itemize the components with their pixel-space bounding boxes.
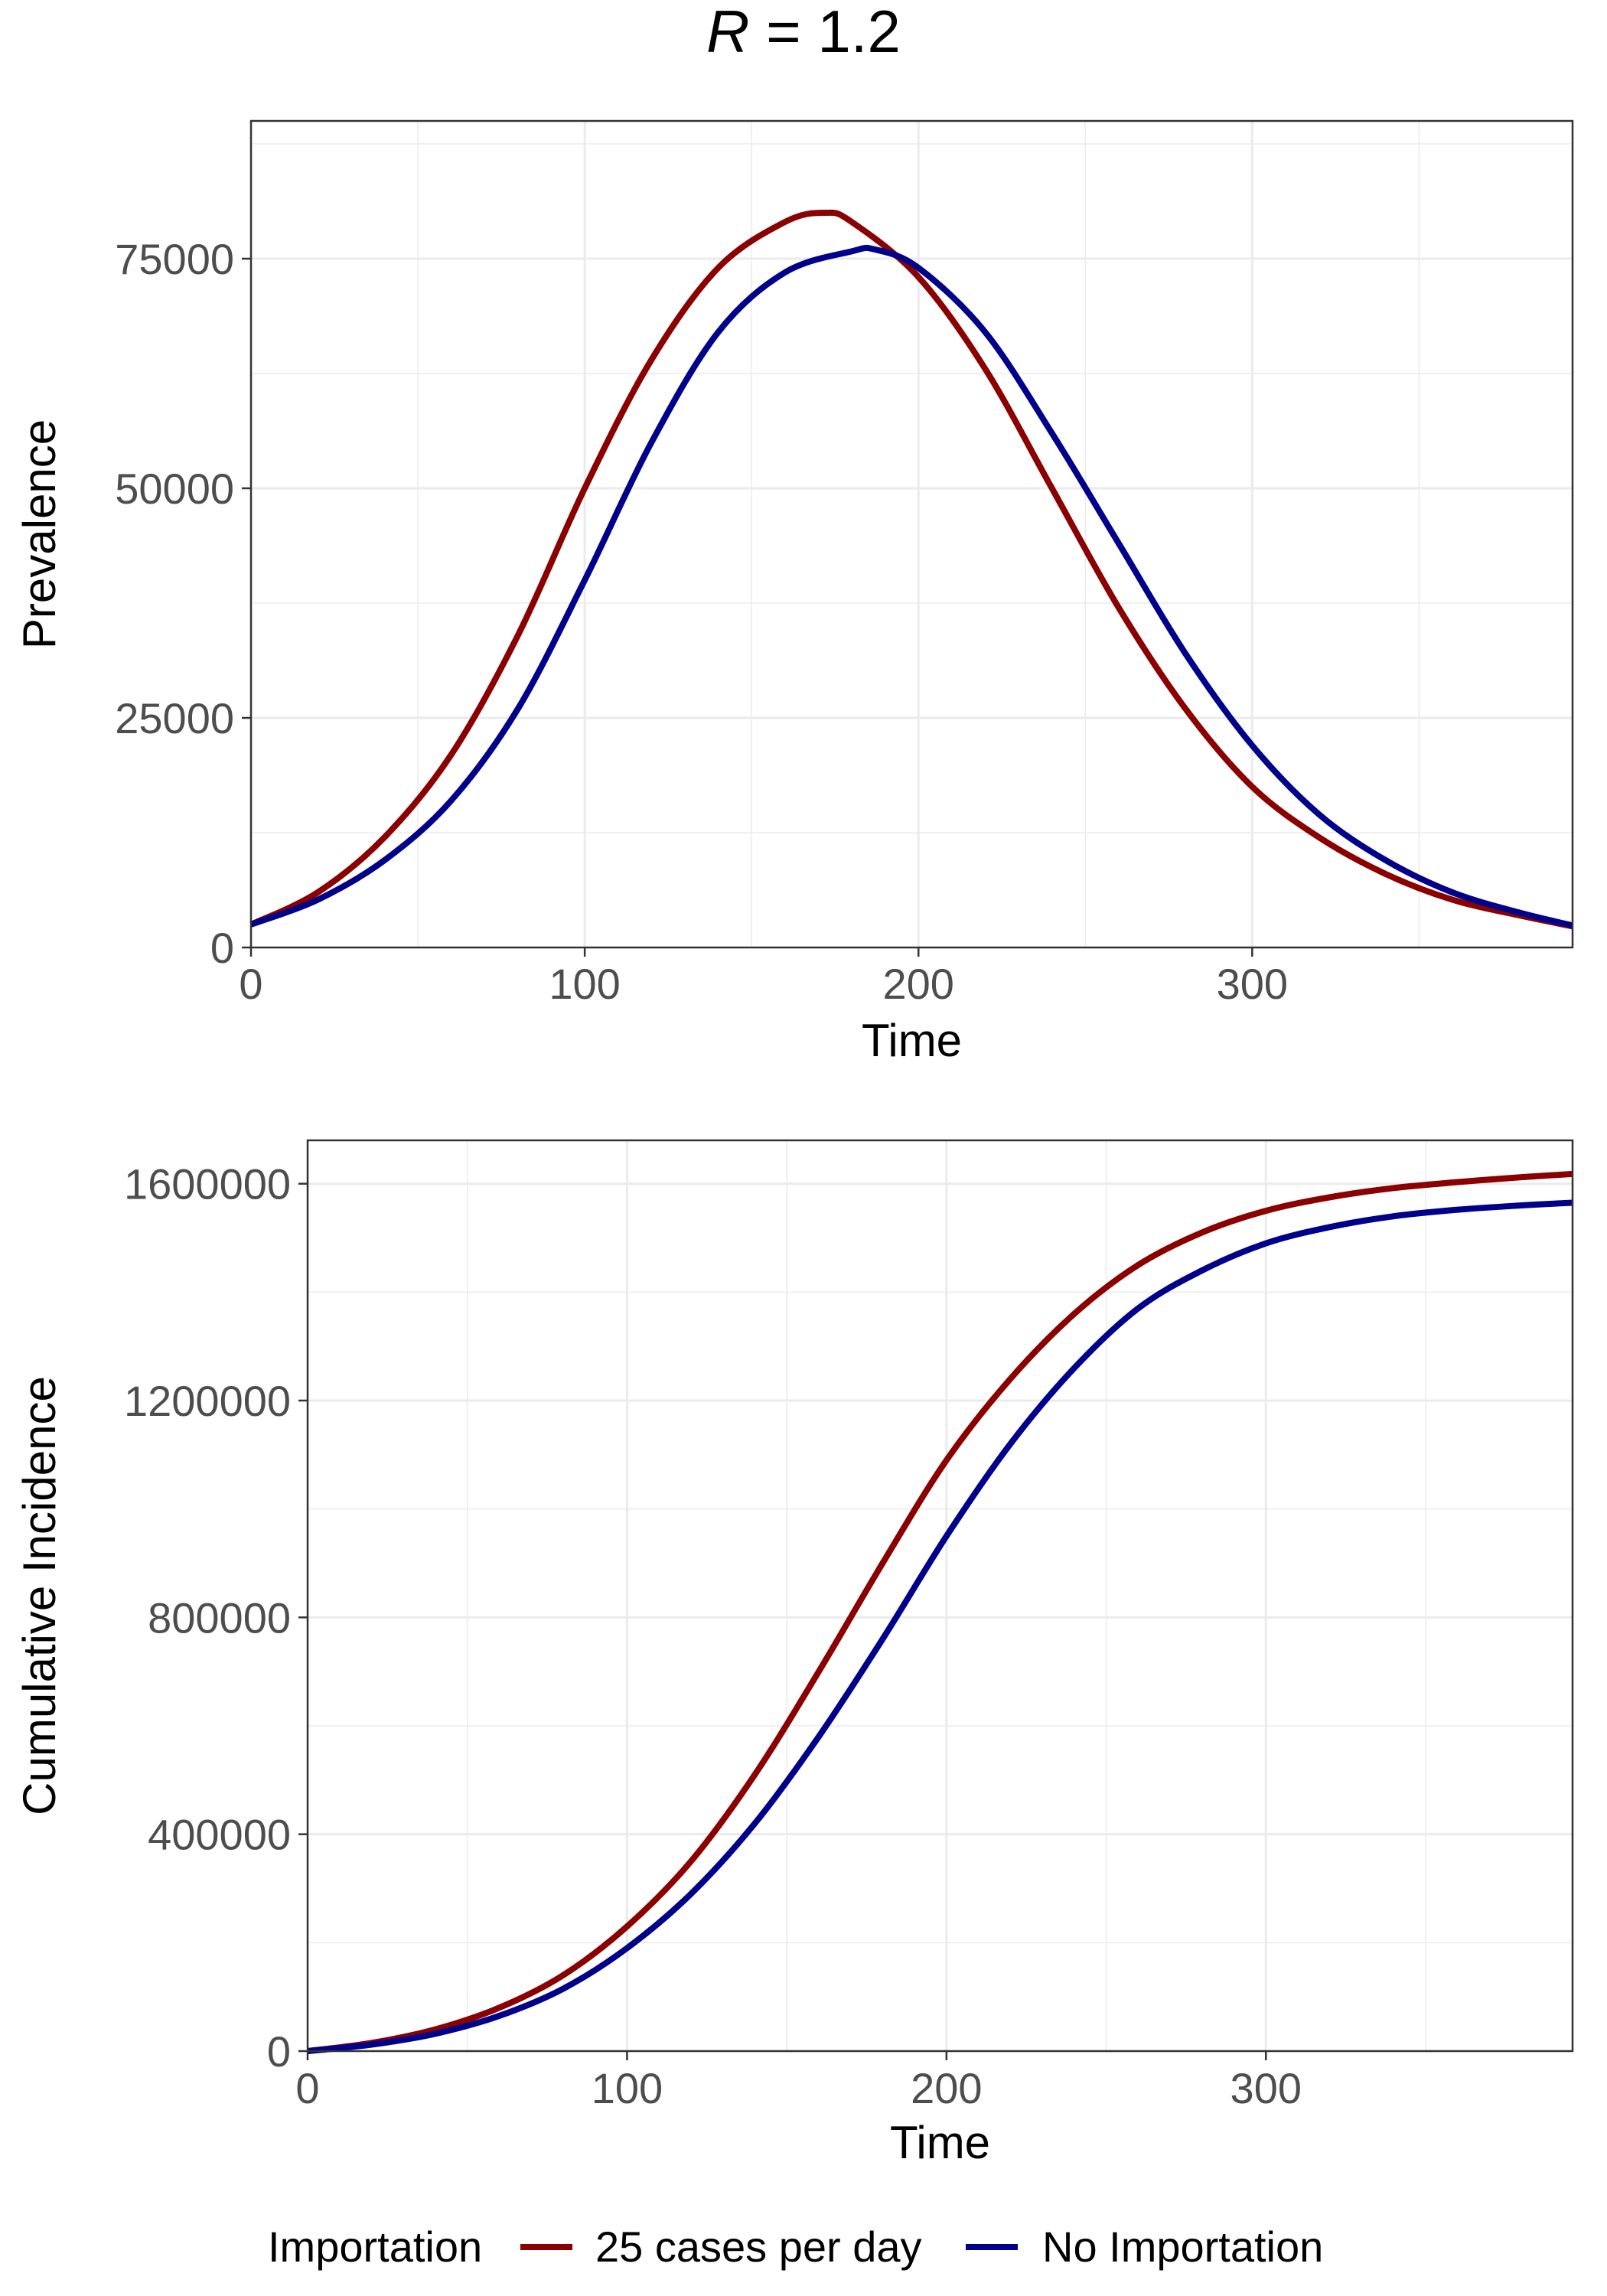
chart-panel-2: 0 100 200 300 0 400000 800000 1200000 1600000 Tim…	[14, 1139, 1574, 2168]
x-tick-label: 100	[592, 2064, 663, 2112]
legend-title: Importation	[268, 2223, 482, 2271]
y-tick-label: 400000	[148, 1811, 291, 1859]
y-tick-label: 1600000	[124, 1160, 291, 1208]
x-tick-label: 0	[295, 2064, 319, 2112]
x-tick-label: 200	[883, 960, 954, 1008]
chart-panel-1: 0 100 200 300 0 25000 50000 75000 Time Prevalence	[14, 119, 1574, 1066]
legend-label-importation: 25 cases per day	[595, 2223, 921, 2271]
y-tick-label: 75000	[115, 235, 234, 283]
series-line-importation	[249, 209, 1573, 930]
series-line-no-importation	[249, 244, 1573, 929]
y-tick-label: 0	[267, 2027, 291, 2076]
y-tick-label: 25000	[115, 694, 234, 742]
chart-panels: 0 100 200 300 0 25000 50000 75000 Time Prevalence…	[14, 119, 1574, 2168]
series-line-importation	[307, 1170, 1573, 2054]
x-axis-title: Time	[862, 1015, 962, 1066]
legend-label-no-importation: No Importation	[1042, 2223, 1323, 2271]
panel-border	[306, 1139, 1574, 2053]
y-axis-title: Cumulative Incidence	[14, 1376, 65, 1815]
panel-border	[249, 119, 1574, 949]
figure-title: R = 1.2	[706, 0, 901, 65]
y-tick-label: 50000	[115, 465, 234, 513]
x-axis-title: Time	[890, 2117, 990, 2168]
series-line-no-importation	[307, 1199, 1573, 2054]
x-tick-label: 0	[239, 960, 262, 1008]
x-tick-label: 300	[1217, 960, 1288, 1008]
x-tick-label: 100	[549, 960, 620, 1008]
x-tick-label: 300	[1231, 2064, 1302, 2112]
y-tick-label: 1200000	[124, 1377, 291, 1425]
title-rest: = 1.2	[750, 0, 901, 65]
y-tick-label: 0	[210, 924, 234, 972]
y-tick-label: 800000	[148, 1593, 291, 1642]
legend: Importation 25 cases per day No Importatio…	[268, 2223, 1323, 2271]
x-tick-label: 200	[911, 2064, 982, 2112]
title-symbol: R	[706, 0, 749, 65]
y-axis-title: Prevalence	[14, 419, 65, 649]
